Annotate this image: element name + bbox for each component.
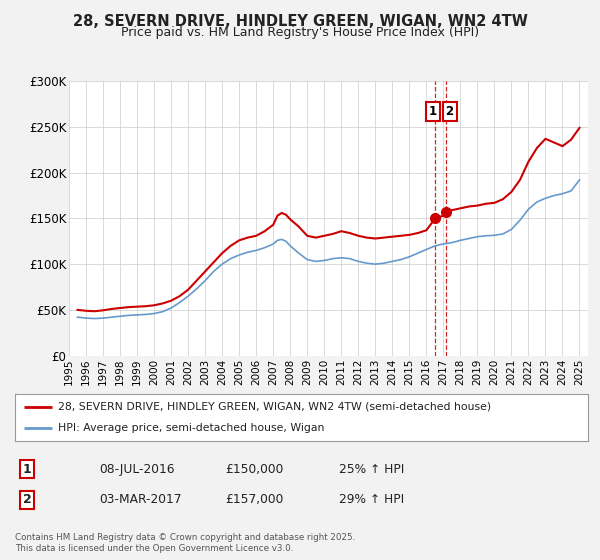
Text: Contains HM Land Registry data © Crown copyright and database right 2025.
This d: Contains HM Land Registry data © Crown c… (15, 533, 355, 553)
Text: £150,000: £150,000 (225, 463, 283, 476)
Text: 29% ↑ HPI: 29% ↑ HPI (339, 493, 404, 506)
Text: 2: 2 (23, 493, 31, 506)
Text: £157,000: £157,000 (225, 493, 283, 506)
Text: 1: 1 (428, 105, 437, 118)
Text: Price paid vs. HM Land Registry's House Price Index (HPI): Price paid vs. HM Land Registry's House … (121, 26, 479, 39)
Text: 03-MAR-2017: 03-MAR-2017 (99, 493, 182, 506)
Text: 2: 2 (446, 105, 454, 118)
Text: 28, SEVERN DRIVE, HINDLEY GREEN, WIGAN, WN2 4TW: 28, SEVERN DRIVE, HINDLEY GREEN, WIGAN, … (73, 14, 527, 29)
Text: 25% ↑ HPI: 25% ↑ HPI (339, 463, 404, 476)
Text: 1: 1 (23, 463, 31, 476)
Text: 28, SEVERN DRIVE, HINDLEY GREEN, WIGAN, WN2 4TW (semi-detached house): 28, SEVERN DRIVE, HINDLEY GREEN, WIGAN, … (58, 402, 491, 412)
Text: HPI: Average price, semi-detached house, Wigan: HPI: Average price, semi-detached house,… (58, 423, 325, 433)
Text: 08-JUL-2016: 08-JUL-2016 (99, 463, 175, 476)
